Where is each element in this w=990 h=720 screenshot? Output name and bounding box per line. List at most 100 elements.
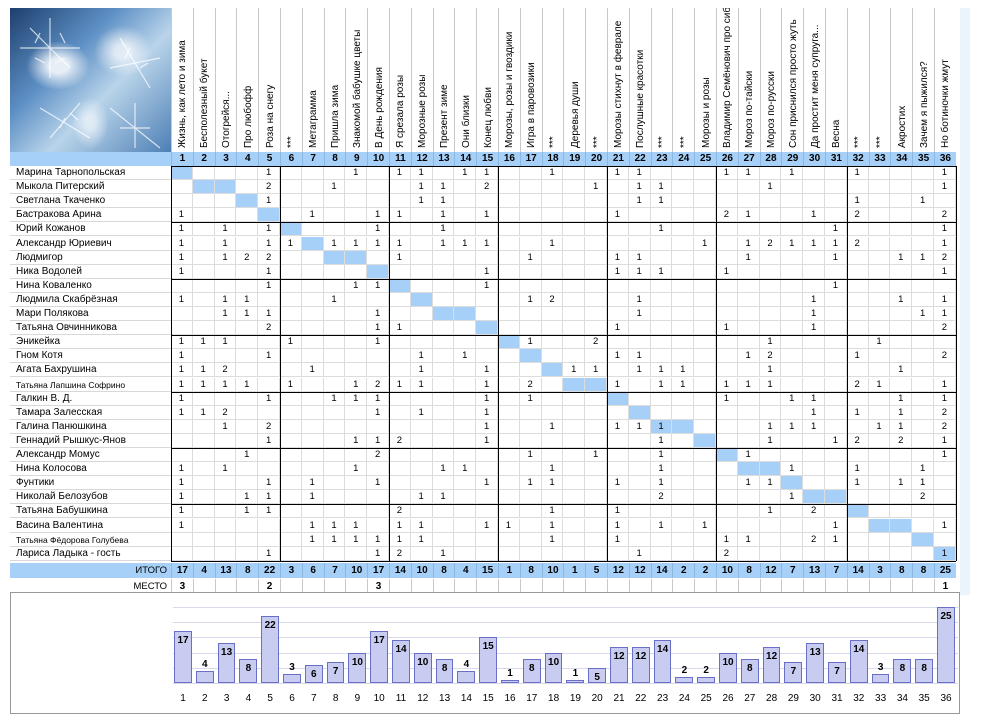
vote-cell	[934, 278, 956, 293]
column-number: 21	[607, 152, 629, 166]
vote-cell	[345, 208, 368, 223]
vote-cell: 1	[367, 335, 389, 350]
vote-cell: 1	[541, 166, 564, 180]
vote-cell	[737, 518, 760, 533]
block-divider	[716, 166, 717, 561]
vote-cell: 1	[781, 236, 804, 251]
vote-cell	[737, 278, 760, 293]
chart-bar-label: 3	[877, 661, 884, 673]
column-title-22: Послушные красотки	[628, 8, 651, 152]
vote-cell: 1	[781, 419, 804, 434]
vote-cell	[628, 208, 651, 223]
vote-cell: 1	[280, 236, 302, 251]
column-title-text: Деревья души	[569, 81, 581, 148]
vote-cell	[912, 391, 934, 406]
vote-cell	[825, 462, 847, 477]
vote-cell	[868, 462, 891, 477]
vote-cell: 2	[650, 490, 673, 505]
vote-cell	[890, 278, 913, 293]
vote-cell	[345, 335, 368, 350]
vote-cell	[650, 166, 673, 180]
vote-cell	[585, 490, 607, 505]
vote-cell	[345, 419, 368, 434]
vote-cell	[759, 194, 782, 209]
vote-cell	[214, 518, 237, 533]
voter-name: Агата Бахрушина	[10, 363, 171, 378]
column-title-text: ***	[547, 136, 559, 148]
column-title-11: Я срезала розы	[389, 8, 411, 152]
vote-cell	[541, 335, 564, 350]
vote-cell	[803, 349, 825, 364]
vote-cell	[367, 504, 389, 519]
vote-cell: 1	[345, 236, 368, 251]
vote-cell	[410, 264, 433, 279]
vote-cell	[389, 222, 411, 237]
vote-cell	[628, 532, 651, 547]
vote-cell	[389, 462, 411, 477]
vote-cell	[781, 405, 804, 420]
vote-cell	[301, 321, 324, 336]
vote-cell: 1	[367, 321, 389, 336]
vote-cell	[454, 504, 477, 519]
vote-cell: 1	[803, 292, 825, 307]
vote-cell: 1	[607, 321, 629, 336]
vote-cell	[846, 264, 869, 279]
vote-cell: 1	[301, 363, 324, 378]
chart-bar-33	[871, 673, 890, 683]
total-value: 1	[563, 562, 585, 578]
place-value	[846, 578, 869, 594]
vote-cell: 1	[737, 349, 760, 364]
vote-cell	[563, 194, 586, 209]
vote-cell: 1	[258, 476, 280, 491]
vote-cell	[694, 264, 716, 279]
chart-x-tick: 22	[635, 693, 647, 704]
vote-cell: 1	[541, 518, 564, 533]
voter-name: Александр Момус	[10, 448, 171, 462]
vote-cell	[367, 419, 389, 434]
vote-cell: 1	[846, 349, 869, 364]
vote-cell	[214, 546, 237, 561]
vote-cell	[432, 391, 455, 406]
vote-cell: 2	[803, 532, 825, 547]
chart-bar-14	[457, 670, 476, 683]
vote-cell	[410, 504, 433, 519]
vote-cell: 1	[934, 236, 956, 251]
vote-cell	[890, 532, 913, 547]
column-title-16: Морозы, розы и гвоздики	[498, 8, 520, 152]
vote-cell: 1	[519, 448, 542, 462]
vote-cell	[410, 419, 433, 434]
vote-cell	[258, 335, 280, 350]
vote-cell	[781, 377, 804, 392]
column-title-27: Мороз по-тайски	[737, 8, 760, 152]
vote-cell	[825, 180, 847, 195]
column-number: 20	[585, 152, 607, 166]
vote-cell	[607, 278, 629, 293]
vote-cell	[280, 250, 302, 265]
vote-cell: 1	[650, 419, 673, 434]
vote-cell	[890, 349, 913, 364]
vote-cell	[367, 462, 389, 477]
vote-cell	[454, 250, 477, 265]
vote-cell: 1	[737, 476, 760, 491]
vote-cell	[781, 532, 804, 547]
vote-cell	[934, 476, 956, 491]
vote-cell	[694, 292, 716, 307]
place-value	[192, 578, 215, 594]
vote-cell	[672, 546, 695, 561]
vote-cell	[323, 321, 346, 336]
vote-cell	[694, 278, 716, 293]
vote-cell	[236, 433, 259, 448]
vote-cell	[389, 194, 411, 209]
column-number: 1	[171, 152, 193, 166]
vote-cell: 1	[585, 363, 607, 378]
vote-cell: 1	[367, 405, 389, 420]
vote-cell	[607, 335, 629, 350]
total-value: 4	[192, 562, 215, 578]
chart-bar-31	[828, 661, 846, 683]
vote-cell	[563, 264, 586, 279]
vote-cell	[563, 433, 586, 448]
vote-cell	[301, 405, 324, 420]
chart-x-tick: 21	[613, 693, 625, 704]
vote-cell: 1	[410, 405, 433, 420]
vote-cell: 1	[934, 307, 956, 321]
